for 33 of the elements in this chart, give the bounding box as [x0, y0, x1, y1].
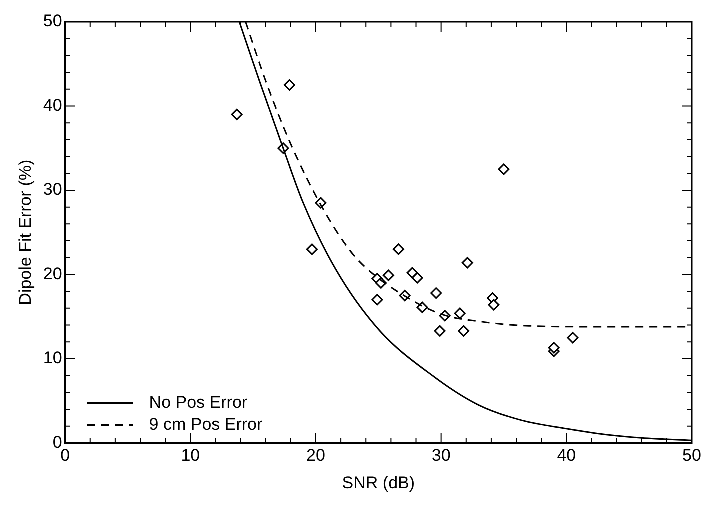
point — [416, 302, 428, 314]
point — [412, 272, 424, 284]
point — [454, 308, 466, 320]
point — [284, 79, 296, 91]
y-tick-label: 40 — [43, 96, 62, 115]
point — [498, 164, 510, 176]
x-tick-label: 20 — [306, 446, 326, 466]
y-tick-label: 20 — [43, 264, 62, 284]
y-axis-title: Dipole Fit Error (%) — [16, 160, 35, 306]
point — [306, 244, 318, 256]
y-tick-label: 10 — [43, 348, 62, 368]
point — [434, 325, 446, 337]
point — [548, 342, 560, 354]
x-tick-label: 10 — [181, 446, 200, 466]
y-tick-label: 0 — [52, 432, 62, 452]
x-tick-label: 30 — [432, 446, 451, 466]
point — [462, 257, 474, 269]
point — [231, 108, 243, 120]
y-tick-label: 50 — [43, 12, 62, 31]
y-tick-label: 30 — [43, 180, 62, 200]
x-tick-label: 40 — [557, 446, 576, 466]
point — [458, 325, 470, 337]
x-axis-title: SNR (dB) — [342, 473, 416, 492]
point — [382, 270, 394, 282]
point — [372, 294, 384, 306]
point — [430, 288, 442, 300]
point — [567, 332, 579, 344]
legend-label: No Pos Error — [149, 392, 248, 412]
point — [392, 244, 404, 256]
point — [406, 267, 418, 279]
x-tick-label: 50 — [682, 446, 702, 466]
legend-label: 9 cm Pos Error — [149, 414, 264, 434]
point — [488, 299, 500, 311]
